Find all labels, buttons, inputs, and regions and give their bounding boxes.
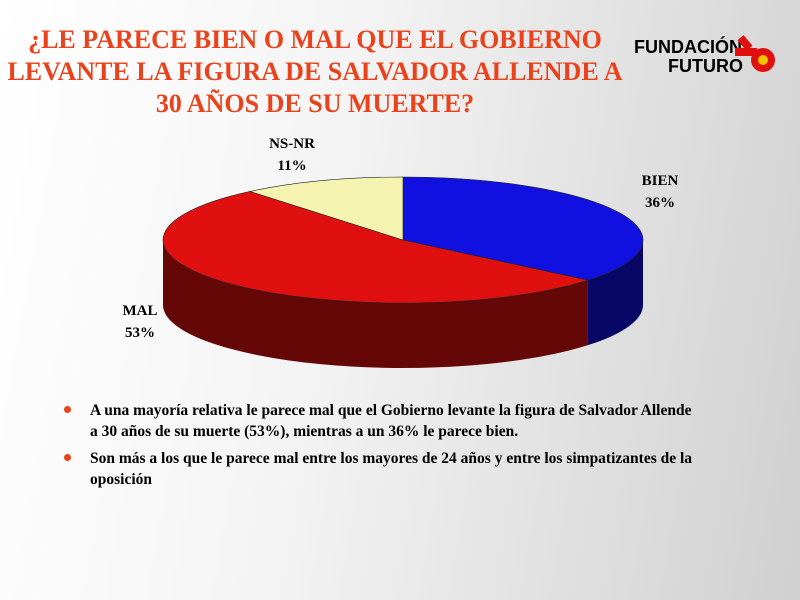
- note: Son más a los que le parece mal entre lo…: [60, 448, 700, 490]
- value-label: 36%: [645, 195, 675, 211]
- value-label: 11%: [277, 158, 306, 174]
- slice: [402, 176, 644, 281]
- logo-shape: [737, 35, 753, 51]
- slide-title: ¿LE PARECE BIEN O MAL QUE EL GOBIERNO LE…: [7, 25, 623, 118]
- logo-shape: [735, 48, 757, 56]
- logo-text: FUTURO: [668, 56, 743, 76]
- value-label: 53%: [125, 325, 155, 341]
- slice-label: MAL: [123, 303, 158, 319]
- note: A una mayoría relativa le parece mal que…: [60, 400, 700, 442]
- logo-shape: [758, 55, 768, 65]
- slice-side: [162, 240, 588, 369]
- slice: [248, 176, 404, 241]
- slice-label: BIEN: [642, 173, 679, 189]
- slice: [162, 191, 590, 304]
- logo-key: [735, 35, 775, 72]
- slice-side: [587, 240, 643, 346]
- logo: FUNDACIÓN FUTURO: [634, 38, 743, 76]
- logo-text: FUNDACIÓN: [634, 37, 742, 57]
- notes: A una mayoría relativa le parece mal que…: [60, 400, 700, 496]
- slice-label: NS-NR: [269, 136, 315, 152]
